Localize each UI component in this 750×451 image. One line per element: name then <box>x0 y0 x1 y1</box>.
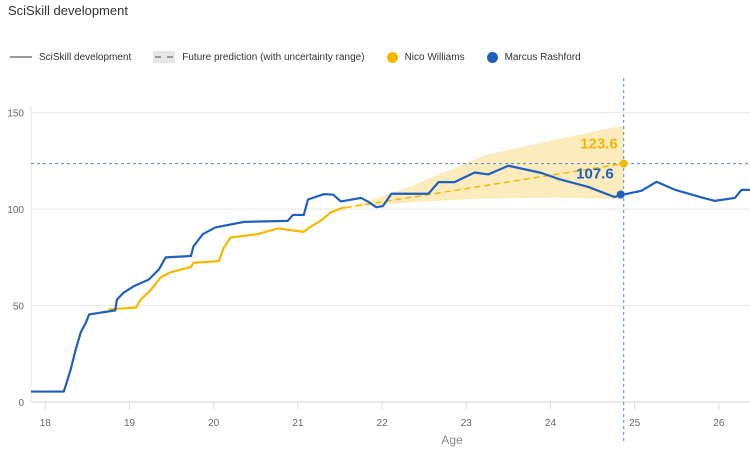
y-tick-label: 100 <box>7 205 24 216</box>
y-tick-label: 150 <box>7 109 24 120</box>
legend-label: SciSkill development <box>39 51 132 63</box>
dashed-band-swatch-icon <box>153 51 176 63</box>
x-tick-label: 26 <box>713 418 725 429</box>
legend-item-prediction[interactable]: Future prediction (with uncertainty rang… <box>153 51 365 63</box>
series-line-nico-williams <box>108 206 346 311</box>
legend-label: Future prediction (with uncertainty rang… <box>182 51 365 63</box>
legend: SciSkill development Future prediction (… <box>10 51 603 63</box>
x-tick-label: 24 <box>545 418 557 429</box>
x-tick-label: 19 <box>124 418 136 429</box>
marcus-rashford-value-label: 107.6 <box>576 165 614 182</box>
legend-item-marcus-rashford[interactable]: Marcus Rashford <box>486 51 581 63</box>
x-tick-label: 23 <box>461 418 473 429</box>
yellow-dot-icon <box>386 51 398 63</box>
x-tick-label: 21 <box>292 418 304 429</box>
chart-title: SciSkill development <box>8 3 128 18</box>
legend-item-nico-williams[interactable]: Nico Williams <box>386 51 465 63</box>
y-tick-label: 50 <box>13 302 25 313</box>
marcus-rashford-marker <box>616 190 625 199</box>
x-tick-label: 25 <box>629 418 641 429</box>
x-tick-label: 20 <box>208 418 220 429</box>
x-tick-label: 22 <box>377 418 389 429</box>
uncertainty-band <box>345 125 624 208</box>
legend-item-development[interactable]: SciSkill development <box>10 52 131 63</box>
prediction-line <box>345 162 624 209</box>
legend-label: Nico Williams <box>404 51 465 63</box>
x-tick-label: 18 <box>40 418 52 429</box>
legend-label: Marcus Rashford <box>504 51 581 63</box>
blue-dot-icon <box>486 51 498 63</box>
nico-williams-value-label: 123.6 <box>580 136 618 153</box>
nico-williams-marker <box>619 159 628 168</box>
y-tick-label: 0 <box>18 398 24 409</box>
line-swatch-icon <box>10 56 32 58</box>
x-axis-label: Age <box>441 433 463 447</box>
